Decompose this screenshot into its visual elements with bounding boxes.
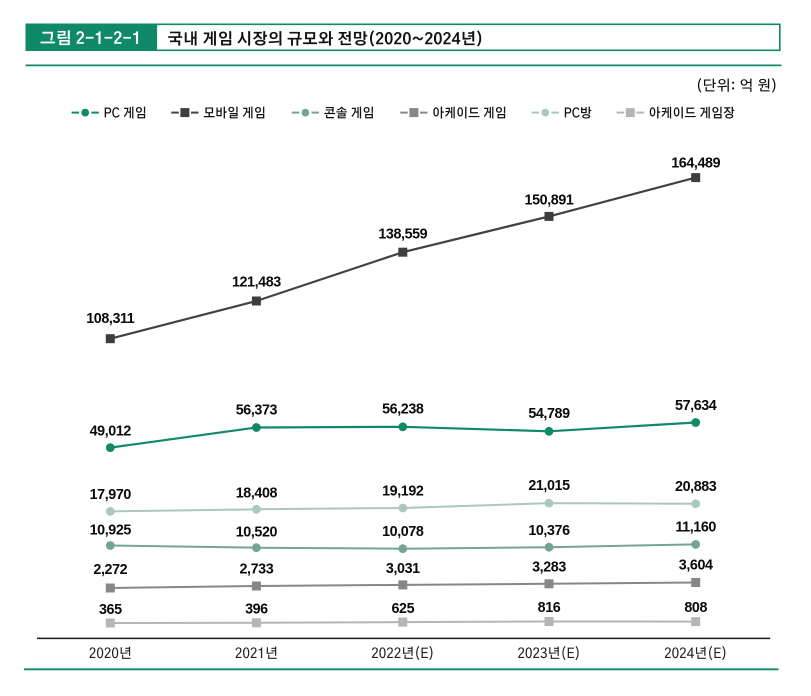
svg-text:21,015: 21,015: [528, 478, 570, 494]
svg-text:56,238: 56,238: [382, 401, 424, 417]
svg-text:808: 808: [684, 600, 707, 616]
svg-text:108,311: 108,311: [86, 311, 135, 327]
svg-text:2,272: 2,272: [93, 562, 127, 578]
svg-text:10,520: 10,520: [236, 525, 278, 541]
svg-text:365: 365: [99, 602, 122, 618]
svg-text:49,012: 49,012: [90, 423, 132, 439]
svg-text:3,283: 3,283: [532, 560, 566, 576]
svg-text:11,160: 11,160: [675, 519, 716, 535]
svg-text:18,408: 18,408: [236, 485, 278, 501]
svg-text:2,733: 2,733: [240, 562, 274, 578]
svg-text:138,559: 138,559: [378, 227, 427, 243]
svg-text:3,031: 3,031: [386, 561, 420, 577]
svg-text:56,373: 56,373: [236, 402, 278, 418]
svg-text:10,925: 10,925: [90, 522, 132, 538]
svg-text:396: 396: [245, 602, 268, 618]
svg-text:10,376: 10,376: [528, 523, 570, 539]
svg-text:121,483: 121,483: [232, 275, 281, 291]
svg-text:54,789: 54,789: [528, 406, 570, 422]
svg-text:57,634: 57,634: [675, 398, 717, 414]
svg-text:10,078: 10,078: [382, 524, 424, 540]
svg-text:20,883: 20,883: [675, 479, 717, 495]
svg-text:19,192: 19,192: [382, 484, 424, 500]
svg-text:816: 816: [538, 600, 561, 616]
svg-text:17,970: 17,970: [90, 487, 132, 503]
svg-text:164,489: 164,489: [671, 156, 720, 172]
svg-text:625: 625: [391, 601, 414, 617]
svg-text:150,891: 150,891: [525, 193, 574, 209]
svg-text:3,604: 3,604: [679, 557, 713, 573]
